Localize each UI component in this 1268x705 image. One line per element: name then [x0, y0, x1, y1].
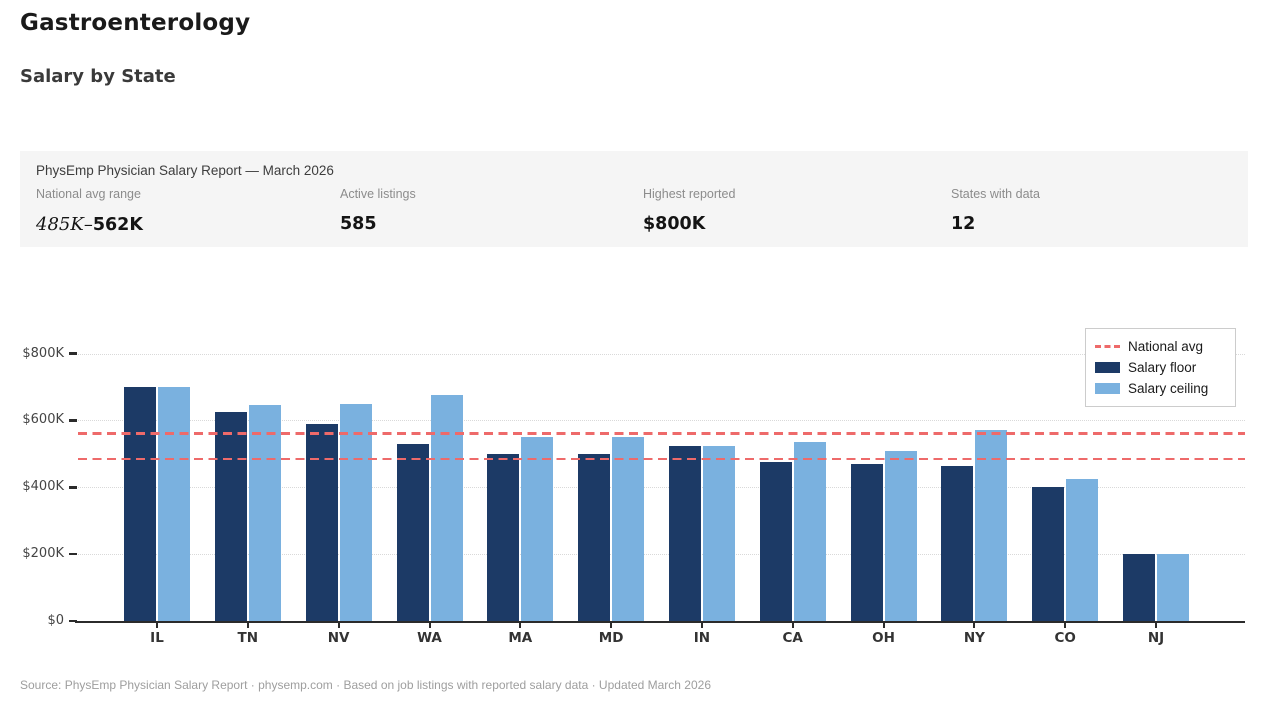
salary-ceiling-swatch-icon: [1095, 383, 1120, 394]
y-tick: [69, 619, 77, 623]
stat-highest-reported: Highest reported $800K: [643, 187, 735, 234]
stat-value-range-high: 562K: [92, 215, 143, 235]
stat-value: 12: [951, 214, 976, 234]
chart-legend: National avg Salary floor Salary ceiling: [1085, 328, 1236, 407]
x-label-MA: MA: [508, 630, 533, 646]
x-label-IL: IL: [150, 630, 164, 646]
stat-label: States with data: [951, 187, 1040, 201]
bar-salary-ceiling-MD: [612, 437, 645, 621]
bar-salary-ceiling-TN: [248, 405, 281, 621]
stat-value-range-sep: –: [83, 214, 93, 235]
bar-salary-floor-WA: [396, 443, 429, 621]
national-avg-line-562: [78, 432, 1245, 435]
x-tick-MD: [610, 623, 613, 628]
bar-salary-ceiling-CA: [793, 442, 826, 621]
bar-salary-floor-IN: [668, 445, 701, 621]
x-label-CO: CO: [1054, 630, 1076, 646]
y-tick: [69, 486, 77, 489]
bar-salary-ceiling-OH: [884, 450, 917, 621]
stat-national-avg-range: National avg range 485K–562K: [36, 187, 143, 235]
stat-label: National avg range: [36, 187, 141, 201]
stat-label: Highest reported: [643, 187, 736, 201]
legend-label: Salary ceiling: [1128, 381, 1209, 396]
x-tick-CA: [791, 623, 794, 628]
y-tick-label: $400K: [22, 479, 64, 495]
gridline-$800K: [78, 353, 1245, 355]
y-tick-label: $600K: [22, 412, 64, 428]
legend-item-salary-ceiling: Salary ceiling: [1095, 378, 1226, 399]
legend-label: National avg: [1128, 339, 1204, 354]
bar-salary-floor-CO: [1032, 487, 1065, 622]
report-header: PhysEmp Physician Salary Report — March …: [36, 163, 334, 178]
x-tick-WA: [428, 623, 431, 628]
y-tick-label: $200K: [22, 546, 64, 562]
x-label-OH: OH: [872, 630, 895, 646]
x-tick-NJ: [1155, 623, 1157, 628]
x-tick-NV: [337, 623, 340, 628]
x-label-NY: NY: [963, 630, 985, 646]
y-tick: [69, 552, 77, 556]
bar-salary-ceiling-NJ: [1157, 554, 1189, 621]
x-tick-TN: [246, 623, 249, 628]
x-label-NJ: NJ: [1147, 630, 1165, 646]
gridline-$200K: [78, 554, 1245, 556]
page-title: Gastroenterology: [20, 10, 251, 36]
stat-states-with-data: States with data 12: [951, 187, 1040, 234]
x-tick-NY: [973, 623, 976, 628]
gridline-$600K: [78, 420, 1245, 422]
x-tick-OH: [882, 623, 885, 628]
bar-salary-ceiling-NV: [339, 403, 372, 621]
bar-salary-ceiling-MA: [521, 437, 554, 621]
x-tick-IL: [156, 623, 158, 628]
x-label-CA: CA: [782, 630, 803, 646]
salary-floor-swatch-icon: [1095, 362, 1120, 373]
legend-item-salary-floor: Salary floor: [1095, 357, 1226, 378]
bar-salary-floor-NY: [941, 465, 974, 621]
x-tick-CO: [1064, 623, 1067, 628]
stat-value: 585: [340, 214, 377, 234]
bar-salary-floor-OH: [850, 463, 883, 621]
bar-salary-ceiling-IN: [702, 445, 735, 621]
y-tick: [69, 352, 77, 355]
bar-salary-floor-IL: [124, 386, 156, 621]
stat-value-range-low: 485K: [36, 214, 84, 235]
national-avg-dashed-line-icon: [1095, 345, 1120, 348]
x-label-NV: NV: [327, 630, 350, 646]
legend-item-national-avg: National avg: [1095, 336, 1226, 357]
x-label-WA: WA: [417, 630, 442, 646]
gridline-$400K: [78, 487, 1245, 489]
bar-salary-ceiling-IL: [158, 386, 190, 621]
x-axis-line: [75, 621, 1245, 623]
x-label-MD: MD: [598, 630, 624, 646]
y-tick-label: $0: [47, 613, 64, 628]
bar-salary-ceiling-CO: [1066, 478, 1099, 621]
salary-bar-chart: $0 $200K $400K $600K $800K IL TN NV WA MA MD IN CA OH…: [0, 300, 1268, 660]
stat-label: Active listings: [340, 187, 416, 201]
stat-value: 485K–562K: [36, 214, 143, 235]
bar-salary-floor-CA: [759, 462, 792, 621]
stat-value: $800K: [643, 214, 706, 234]
x-label-IN: IN: [693, 630, 711, 646]
legend-label: Salary floor: [1128, 360, 1197, 375]
x-label-TN: TN: [237, 630, 259, 646]
bar-salary-floor-MA: [487, 453, 520, 621]
stat-active-listings: Active listings 585: [340, 187, 416, 234]
national-avg-line-485: [78, 457, 1245, 461]
page-subtitle: Salary by State: [20, 66, 176, 87]
bar-salary-floor-NJ: [1123, 554, 1155, 621]
bar-salary-ceiling-NY: [975, 430, 1008, 621]
y-tick-label: $800K: [22, 345, 64, 361]
bar-salary-ceiling-WA: [430, 395, 463, 621]
bar-salary-floor-NV: [305, 423, 338, 621]
bar-salary-floor-MD: [578, 453, 611, 621]
x-tick-MA: [519, 623, 522, 628]
source-footer: Source: PhysEmp Physician Salary Report …: [20, 678, 711, 692]
x-tick-IN: [700, 623, 703, 628]
report-summary-panel: PhysEmp Physician Salary Report — March …: [20, 151, 1248, 247]
bar-salary-floor-TN: [214, 412, 247, 621]
y-tick: [69, 419, 77, 422]
